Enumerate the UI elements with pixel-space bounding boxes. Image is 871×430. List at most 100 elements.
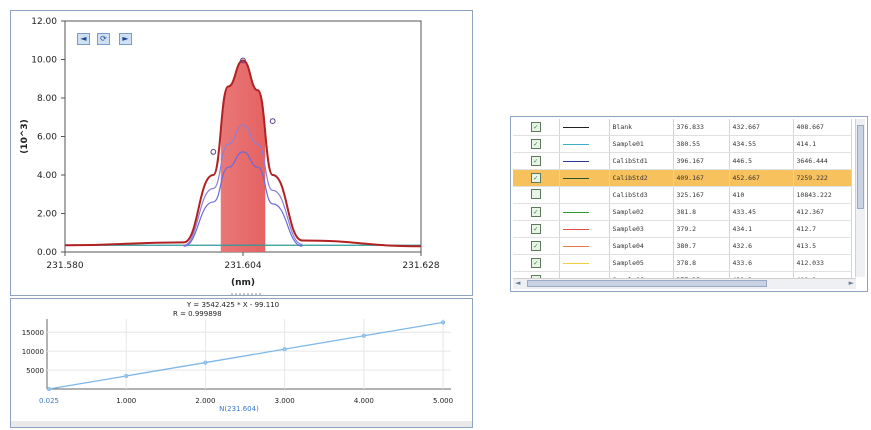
table-row[interactable]: ✓ Sample01 380.55 434.55 414.1: [513, 135, 852, 153]
row-checkbox[interactable]: ✓: [530, 224, 541, 234]
sample-name-cell: CalibStd1: [609, 152, 674, 170]
y-tick-label: 15000: [22, 329, 44, 337]
value-cell: 434.1: [729, 220, 794, 238]
x-tick-label: 0.025: [39, 397, 59, 405]
color-cell: [559, 203, 610, 221]
row-checkbox[interactable]: ✓: [530, 122, 541, 132]
calibration-point: [46, 387, 51, 392]
regression-r-value: R = 0.999898: [173, 310, 222, 318]
table-row[interactable]: ✓ Sample03 379.2 434.1 412.7: [513, 220, 852, 238]
regression-equation: Y = 3542.425 * X - 99.110: [186, 301, 279, 309]
value-cell: 413.5: [793, 237, 852, 255]
peak-marker: [210, 149, 217, 155]
prev-peak-button[interactable]: ◄: [77, 33, 90, 45]
calibration-point: [124, 373, 129, 378]
table-row[interactable]: ✓ Sample05 378.8 433.6 412.033: [513, 254, 852, 272]
table-row[interactable]: ✓ Sample04 380.7 432.6 413.5: [513, 237, 852, 255]
sample-name-cell: Sample04: [609, 237, 674, 255]
value-cell: 408.667: [793, 119, 852, 136]
row-checkbox[interactable]: ✓: [530, 207, 541, 217]
calibration-point: [203, 360, 208, 365]
value-cell: 412.033: [793, 254, 852, 272]
y-tick-label: 10000: [22, 348, 44, 356]
series-color-swatch: [562, 143, 589, 145]
color-cell: [559, 169, 610, 187]
table-row[interactable]: ✓ CalibStd1 396.167 446.5 3646.444: [513, 152, 852, 170]
row-checkbox[interactable]: ✓: [530, 173, 541, 183]
value-cell: 432.667: [729, 119, 794, 136]
color-cell: [559, 220, 610, 238]
sample-name-cell: Sample03: [609, 220, 674, 238]
checkbox-cell: [513, 186, 560, 204]
row-checkbox[interactable]: ✓: [530, 156, 541, 166]
value-cell: 381.8: [673, 203, 730, 221]
color-cell: [559, 254, 610, 272]
y-tick-label: 5000: [26, 367, 44, 375]
x-tick-label: 2.000: [195, 397, 215, 405]
sample-name-cell: CalibStd2: [609, 169, 674, 187]
vertical-scrollbar[interactable]: [855, 119, 865, 277]
series-color-swatch: [562, 228, 589, 230]
value-cell: 434.55: [729, 135, 794, 153]
table-row[interactable]: ✓ CalibStd2 409.167 452.667 7259.222: [513, 169, 852, 187]
scroll-right-icon[interactable]: ►: [848, 279, 854, 287]
value-cell: 325.167: [673, 186, 730, 204]
checkbox-cell: ✓: [513, 237, 560, 255]
value-cell: 433.6: [729, 254, 794, 272]
calibration-point: [282, 347, 287, 352]
calibration-panel: Y = 3542.425 * X - 99.110 R = 0.999898 0.0…: [10, 298, 473, 428]
scroll-left-icon[interactable]: ◄: [515, 279, 521, 287]
value-cell: 432.6: [729, 237, 794, 255]
color-cell: [559, 186, 610, 204]
row-checkbox[interactable]: ✓: [530, 139, 541, 149]
spectrum-chart: 12.00 10.00 8.00 6.00 4.00 2.00 0.00 231.580 231…: [20, 17, 440, 295]
series-color-swatch: [562, 160, 589, 162]
spectrum-series-line: [183, 151, 303, 247]
sample-name-cell: Sample02: [609, 203, 674, 221]
next-peak-button[interactable]: ►: [119, 33, 132, 45]
calibration-point: [361, 333, 366, 338]
value-cell: 452.667: [729, 169, 794, 187]
y-tick-label: 2.00: [37, 210, 57, 220]
checkbox-cell: ✓: [513, 119, 560, 136]
horizontal-scroll-thumb[interactable]: [527, 280, 767, 287]
integration-area: [220, 60, 266, 252]
y-tick-label: 12.00: [31, 17, 57, 27]
y-tick-label: 6.00: [37, 133, 57, 143]
reset-zoom-button[interactable]: ⟳: [97, 33, 110, 45]
calibration-point: [441, 320, 446, 325]
series-color-swatch: [562, 126, 589, 128]
calibration-line: [48, 321, 444, 390]
sample-name-cell: CalibStd3: [609, 186, 674, 204]
x-tick-label: 3.000: [275, 397, 295, 405]
sample-name-cell: Sample05: [609, 254, 674, 272]
sample-name-cell: Sample01: [609, 135, 674, 153]
value-cell: 378.8: [673, 254, 730, 272]
table-row[interactable]: ✓ Blank 376.833 432.667 408.667: [513, 119, 852, 136]
checkbox-cell: ✓: [513, 135, 560, 153]
value-cell: 433.45: [729, 203, 794, 221]
value-cell: 446.5: [729, 152, 794, 170]
y-tick-label: 10.00: [31, 56, 57, 66]
value-cell: 412.367: [793, 203, 852, 221]
table-row[interactable]: ✓ Sample02 381.8 433.45 412.367: [513, 203, 852, 221]
checkbox-cell: ✓: [513, 254, 560, 272]
x-tick-label: 231.580: [46, 261, 83, 271]
row-checkbox[interactable]: ✓: [530, 241, 541, 251]
horizontal-scrollbar[interactable]: ◄ ►: [513, 278, 856, 289]
row-checkbox[interactable]: [530, 189, 541, 199]
value-cell: 380.55: [673, 135, 730, 153]
table-row[interactable]: CalibStd3 325.167 410 10843.222: [513, 186, 852, 204]
spectrum-series-line: [183, 124, 303, 246]
sample-table-panel: ✓ Blank 376.833 432.667 408.667 ✓ Sample01 380.…: [510, 116, 868, 292]
vertical-scroll-thumb[interactable]: [857, 125, 864, 209]
series-color-swatch: [562, 211, 589, 213]
row-checkbox[interactable]: ✓: [530, 258, 541, 268]
value-cell: 412.7: [793, 220, 852, 238]
value-cell: 396.167: [673, 152, 730, 170]
x-tick-label: 1.000: [116, 397, 136, 405]
value-cell: 409.167: [673, 169, 730, 187]
spectrum-series-line: [64, 59, 422, 248]
x-axis-label: (nm): [231, 278, 255, 288]
